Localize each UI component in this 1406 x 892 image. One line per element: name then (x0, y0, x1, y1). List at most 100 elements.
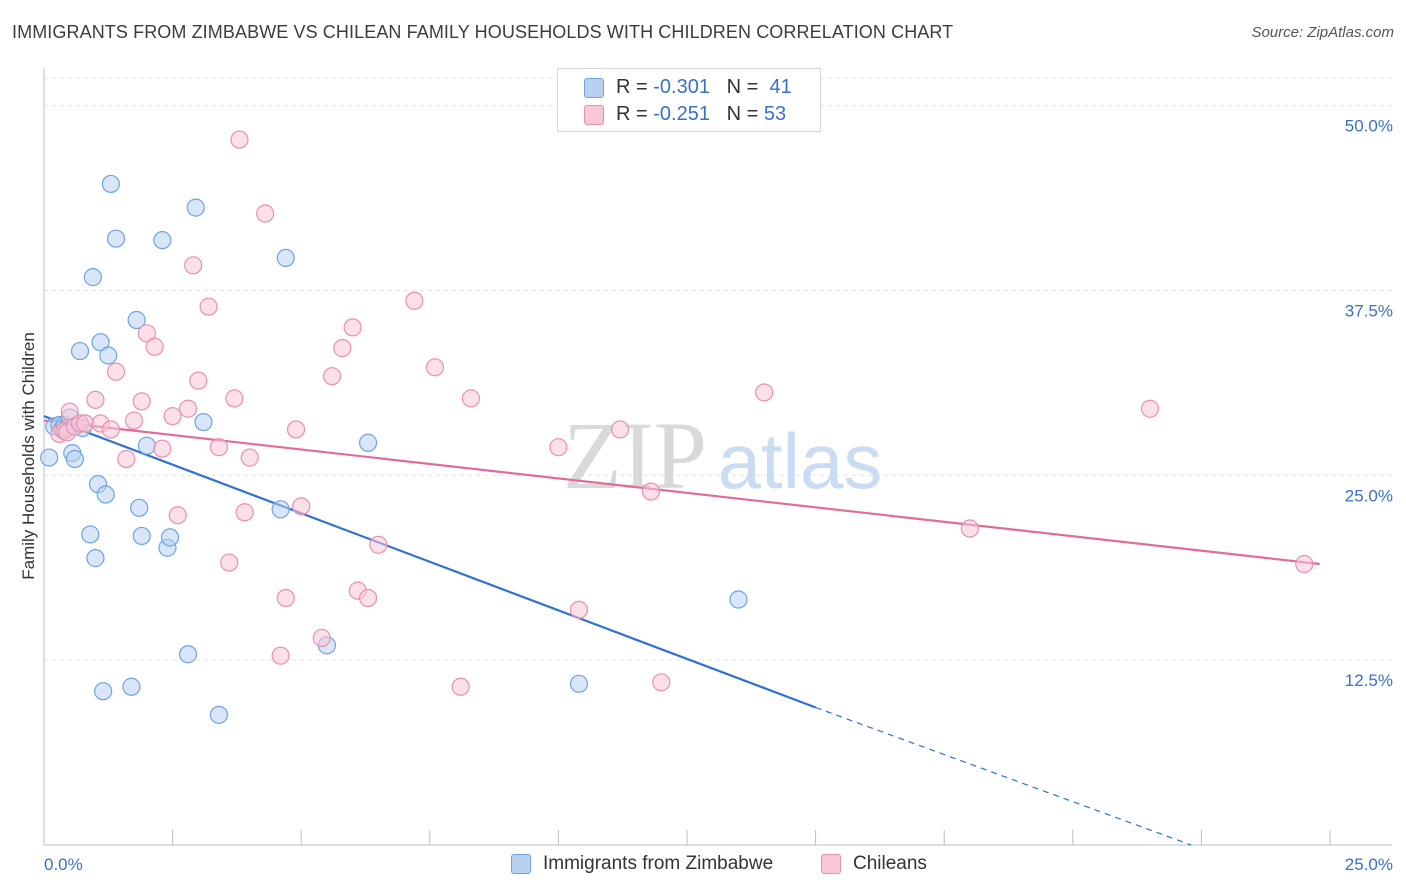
point-zimbabwe (96, 485, 115, 504)
point-chileans (178, 399, 198, 418)
chart-source: Source: ZipAtlas.com (1251, 24, 1394, 41)
point-zimbabwe (99, 346, 118, 365)
point-chileans (225, 389, 244, 408)
point-chileans (209, 438, 228, 457)
point-zimbabwe (729, 590, 748, 609)
point-zimbabwe (132, 526, 151, 546)
point-chileans (124, 411, 144, 430)
point-chileans (184, 256, 203, 275)
y-tick-label: 12.5% (1345, 671, 1393, 690)
point-zimbabwe (83, 268, 102, 287)
point-chileans (549, 438, 568, 457)
point-chileans (145, 337, 164, 356)
trend-lines (43, 415, 1320, 846)
point-zimbabwe (65, 449, 84, 469)
point-chileans (230, 130, 249, 149)
point-chileans (256, 204, 275, 223)
legend-r-value: -0.301 (653, 76, 710, 98)
point-chileans (960, 519, 980, 538)
legend-r-label: R = (616, 103, 654, 125)
point-chileans (369, 535, 388, 554)
point-zimbabwe (127, 310, 146, 330)
chart-title: IMMIGRANTS FROM ZIMBABWE VS CHILEAN FAMI… (12, 22, 954, 42)
point-chileans (405, 291, 424, 310)
point-chileans (276, 588, 295, 608)
point-zimbabwe (81, 525, 100, 544)
point-zimbabwe (271, 500, 290, 519)
point-chileans (117, 449, 136, 469)
point-zimbabwe (209, 705, 228, 724)
series-swatch-chileans (821, 854, 841, 874)
y-tick-label: 37.5% (1345, 301, 1393, 320)
point-chileans (333, 339, 352, 358)
point-chileans (451, 677, 470, 696)
point-zimbabwe (153, 231, 172, 250)
point-zimbabwe (94, 682, 113, 701)
point-zimbabwe (106, 229, 126, 248)
point-chileans (235, 503, 254, 522)
point-chileans (106, 362, 126, 381)
point-zimbabwe (130, 498, 149, 517)
x-tick-label: 25.0% (1345, 855, 1393, 874)
data-points (40, 130, 1314, 724)
point-chileans (322, 367, 342, 386)
point-chileans (611, 420, 630, 439)
point-chileans (343, 318, 362, 337)
legend-n-label: N = (726, 103, 764, 125)
point-zimbabwe (194, 412, 213, 432)
point-zimbabwe (70, 341, 90, 361)
point-chileans (292, 497, 311, 516)
series-label-zimbabwe: Immigrants from Zimbabwe (543, 853, 774, 874)
tick-labels: 12.5% 25.0% 37.5% 50.0% 0.0% 25.0% (44, 117, 1393, 874)
legend-n-value: 41 (769, 76, 792, 98)
point-chileans (425, 358, 445, 377)
series-swatch-zimbabwe (511, 854, 531, 874)
trend-line-zimbabwe (43, 415, 816, 709)
y-tick-label: 50.0% (1345, 117, 1393, 136)
legend-swatch-zimbabwe (584, 78, 604, 98)
point-chileans (755, 383, 774, 402)
legend-r-label: R = (616, 76, 654, 98)
point-zimbabwe (178, 645, 198, 664)
point-zimbabwe (358, 433, 378, 452)
point-chileans (220, 553, 239, 572)
point-chileans (163, 407, 182, 426)
point-zimbabwe (122, 677, 141, 696)
point-chileans (652, 673, 671, 692)
point-chileans (76, 414, 95, 433)
legend-swatch-chileans (584, 105, 604, 125)
point-zimbabwe (137, 436, 156, 455)
point-chileans (101, 420, 120, 439)
point-zimbabwe (101, 174, 120, 194)
point-chileans (358, 588, 378, 608)
point-chileans (86, 390, 105, 409)
point-chileans (641, 482, 661, 501)
point-chileans (240, 448, 259, 467)
point-zimbabwe (276, 248, 295, 267)
series-label-chileans: Chileans (853, 853, 927, 874)
point-chileans (153, 439, 172, 458)
grid-lines (44, 77, 1392, 661)
watermark: ZIP atlas (563, 402, 882, 509)
point-zimbabwe (86, 549, 105, 568)
point-chileans (132, 392, 151, 411)
point-chileans (569, 600, 589, 619)
point-chileans (199, 297, 218, 316)
point-chileans (461, 389, 481, 408)
legend-r-value: -0.251 (653, 103, 710, 125)
legend-n-value: 53 (763, 103, 787, 125)
correlation-legend: R = -0.301 N = 41 R = -0.251 N = 53 (557, 68, 821, 132)
point-zimbabwe (186, 198, 205, 217)
trend-line-zimbabwe-extension (815, 706, 1192, 846)
trend-line-chileans (43, 419, 1320, 566)
y-tick-label: 25.0% (1345, 486, 1393, 505)
legend-n-label: N = (726, 76, 764, 98)
point-chileans (1295, 554, 1314, 574)
y-axis-label: Family Households with Children (19, 332, 38, 580)
watermark-atlas: atlas (718, 417, 883, 505)
point-chileans (1140, 399, 1160, 418)
point-zimbabwe (40, 448, 59, 467)
watermark-zip: ZIP (563, 402, 707, 509)
point-chileans (189, 371, 208, 390)
point-chileans (312, 628, 331, 648)
